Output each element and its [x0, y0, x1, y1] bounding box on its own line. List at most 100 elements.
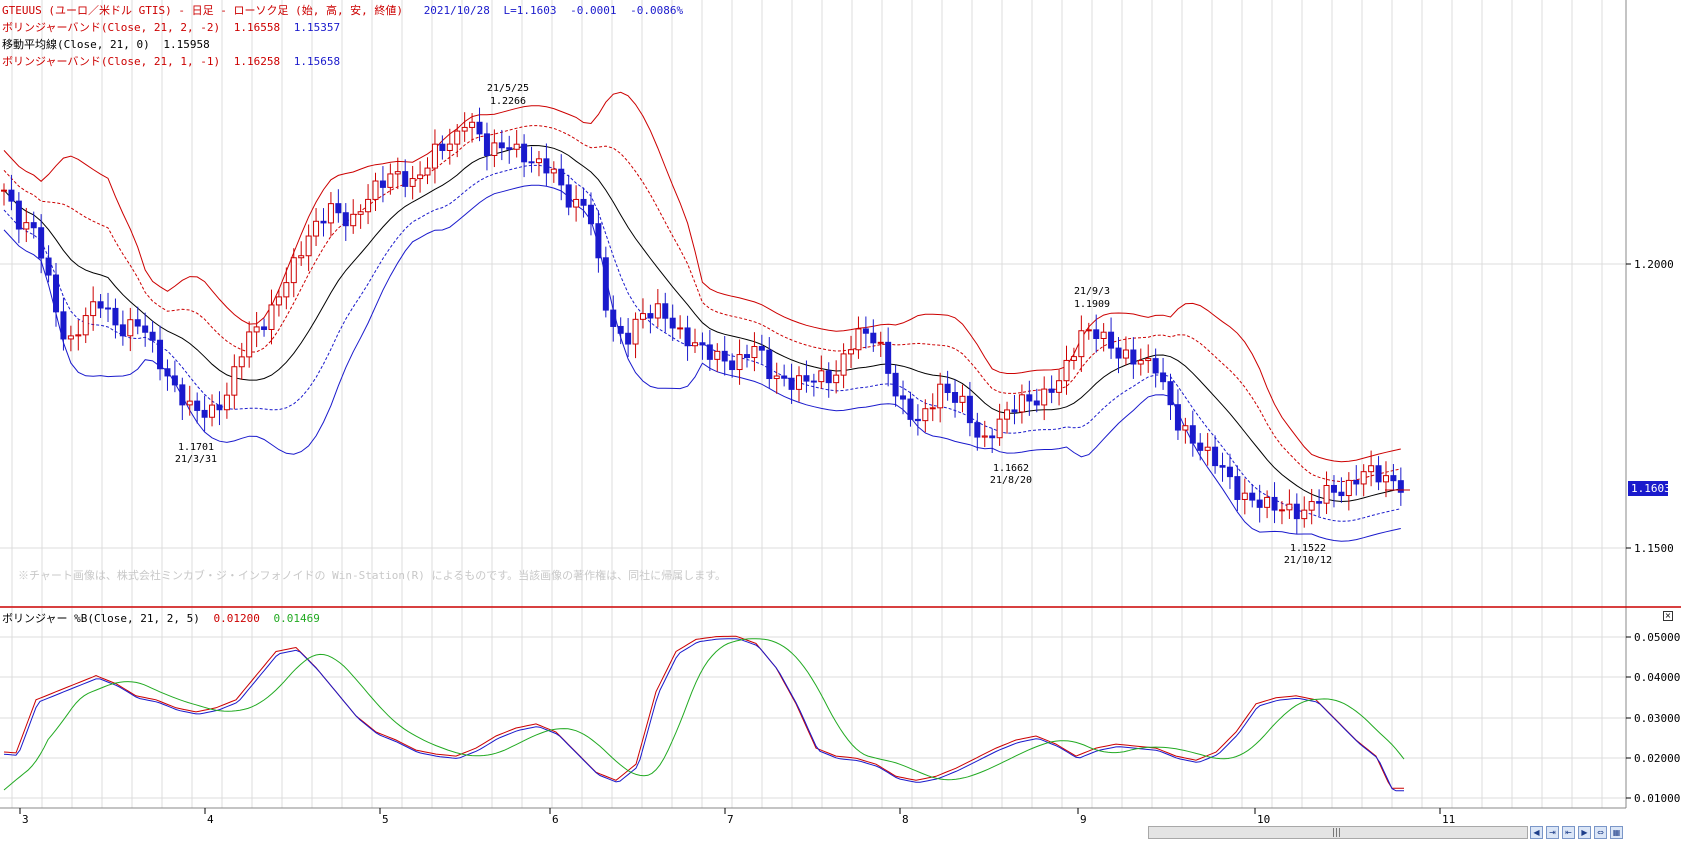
candle: [877, 331, 884, 357]
candle: [788, 363, 795, 404]
candle-body: [521, 143, 528, 163]
candle: [253, 312, 260, 348]
candle: [543, 143, 550, 187]
candle: [23, 207, 30, 243]
candle: [900, 380, 907, 415]
candle: [313, 208, 320, 246]
candle: [261, 318, 268, 337]
candle: [617, 317, 624, 345]
candle: [573, 185, 580, 222]
close-indicator-button[interactable]: ×: [1663, 611, 1673, 621]
candle: [342, 203, 349, 241]
candle-body: [1330, 484, 1337, 493]
candle-body: [959, 395, 966, 403]
indicator-value-2: 0.01469: [274, 612, 320, 625]
candle: [937, 372, 944, 423]
candle-body: [513, 143, 520, 150]
candle: [112, 298, 119, 339]
candle: [1026, 380, 1033, 416]
candle: [966, 381, 973, 437]
candle-body: [766, 349, 773, 380]
change-percent: -0.0086%: [630, 4, 683, 17]
candle-body: [394, 171, 401, 175]
candle-body: [506, 147, 513, 150]
horizontal-scrollbar[interactable]: |||: [1148, 826, 1528, 839]
settings-icon[interactable]: ▦: [1610, 826, 1623, 839]
candle-body: [981, 435, 988, 438]
annotation-date: 21/8/20: [990, 475, 1032, 486]
candle-body: [350, 213, 357, 227]
candle-body: [431, 143, 438, 169]
candle-body: [870, 332, 877, 344]
candle-body: [565, 184, 572, 208]
candle: [171, 360, 178, 393]
candle-body: [1264, 496, 1271, 508]
candle-body: [1197, 442, 1204, 451]
candle-body: [446, 143, 453, 151]
candle: [981, 420, 988, 448]
bollinger-upper-2sigma: [3, 91, 1401, 463]
zoom-in-icon[interactable]: ⇥: [1546, 826, 1559, 839]
candle: [45, 245, 52, 283]
y-tick-label: 0.02000: [1634, 752, 1680, 765]
annotation-date: 21/5/25: [487, 83, 529, 94]
candle-body: [796, 375, 803, 390]
annotation-low-aug: 1.1662 21/8/20: [990, 463, 1032, 486]
candle-body: [1353, 479, 1360, 485]
scroll-left-icon[interactable]: ◀: [1530, 826, 1543, 839]
candle-body: [885, 341, 892, 374]
candle-body: [877, 341, 884, 344]
fit-icon[interactable]: ⇔: [1594, 826, 1607, 839]
candle: [1115, 336, 1122, 374]
candle-body: [706, 344, 713, 360]
candle-body: [216, 404, 223, 411]
candle: [127, 307, 134, 352]
watermark-text: ※チャート画像は、株式会社ミンカブ・ジ・インフォノイドの Win-Station…: [18, 568, 726, 582]
candle: [1018, 384, 1025, 424]
candle-body: [543, 158, 550, 174]
candle: [1160, 357, 1167, 390]
candle-body: [105, 307, 112, 310]
candle-body: [1189, 425, 1196, 444]
candle-body: [483, 133, 490, 156]
candle-body: [1130, 349, 1137, 365]
candle: [231, 354, 238, 410]
candle-body: [23, 222, 30, 230]
annotation-date: 21/3/31: [175, 454, 217, 465]
candle-body: [127, 319, 134, 337]
candle: [1375, 456, 1382, 491]
candle: [587, 192, 594, 236]
candle-body: [454, 130, 461, 145]
candle: [706, 329, 713, 371]
candle-body: [305, 235, 312, 257]
upper-value: 1.16558: [234, 21, 280, 34]
candle: [97, 294, 104, 318]
candle: [758, 334, 765, 364]
candle: [721, 336, 728, 376]
annotation-value: 1.1522: [1290, 543, 1326, 554]
candle: [632, 312, 639, 359]
candle-body: [1004, 409, 1011, 420]
candle: [506, 135, 513, 164]
y-tick-label: 1.2000: [1634, 258, 1674, 271]
candle-body: [1301, 509, 1308, 520]
candle: [379, 166, 386, 203]
candle-body: [1234, 476, 1241, 500]
candlestick-series: [1, 107, 1404, 534]
candle: [350, 199, 357, 234]
candle: [1189, 410, 1196, 457]
candle: [394, 157, 401, 190]
candle-body: [989, 435, 996, 439]
zoom-out-icon[interactable]: ⇤: [1562, 826, 1575, 839]
candle: [67, 325, 74, 352]
candle-body: [744, 354, 750, 359]
candle: [402, 159, 409, 198]
scroll-right-icon[interactable]: ▶: [1578, 826, 1591, 839]
candle-body: [1345, 479, 1352, 497]
candle: [75, 319, 82, 351]
annotation-low-march: 1.1701 21/3/31: [175, 442, 217, 465]
candle-body: [379, 180, 386, 188]
candle: [744, 344, 750, 368]
